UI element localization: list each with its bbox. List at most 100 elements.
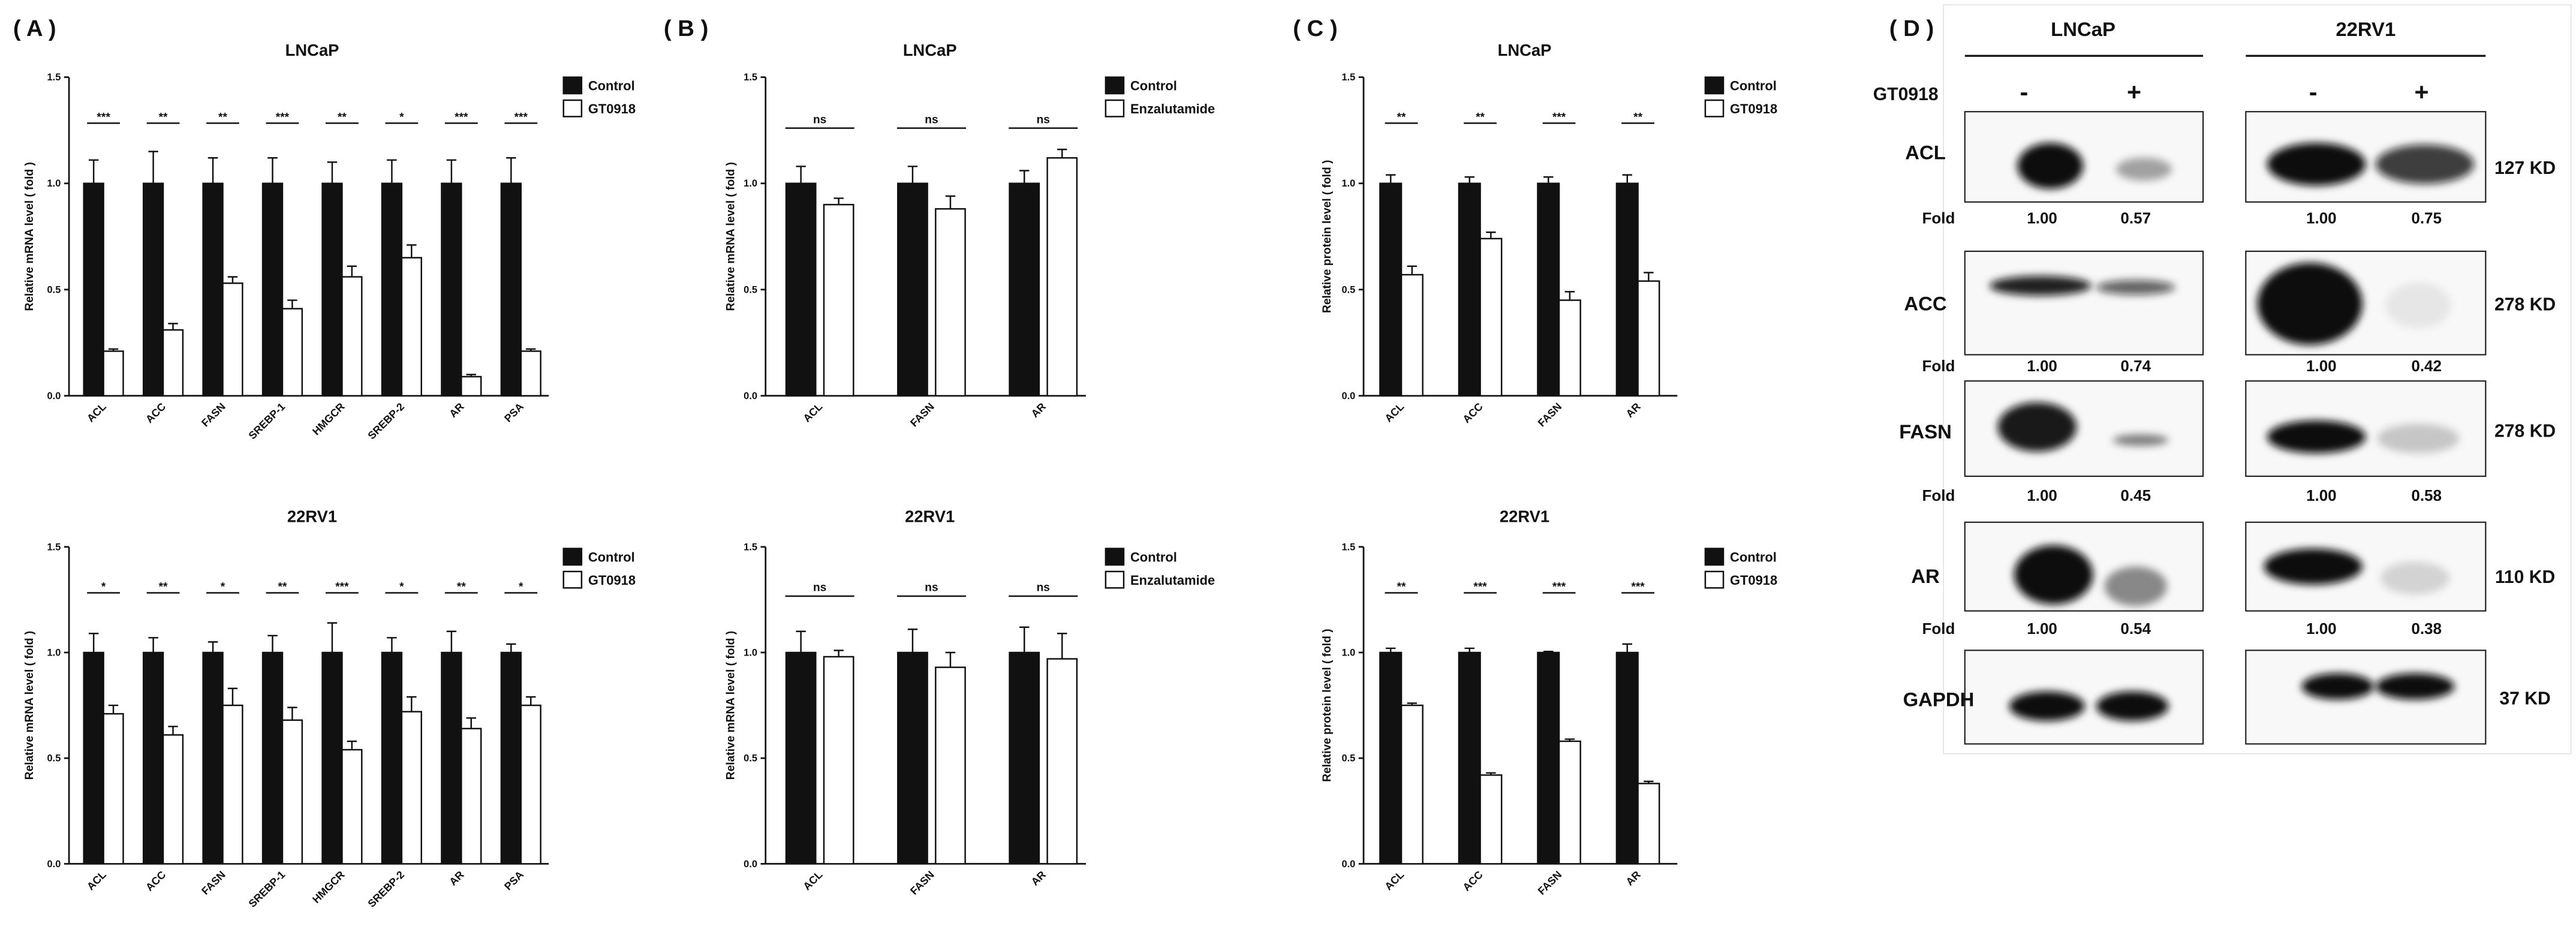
bar-control — [500, 182, 522, 397]
bar-gt0918 — [401, 711, 422, 865]
bar-control — [202, 182, 224, 397]
blot-fold-value: 1.00 — [2027, 357, 2057, 375]
y-tick-label: 0.5 — [47, 753, 61, 764]
bar-gt0918 — [1400, 273, 1424, 397]
bar-gt0918 — [1558, 740, 1581, 865]
blot-molecular-weight-label: 278 KD — [2494, 295, 2556, 315]
chart-a-lncap: 0.0 0.5 1.0 1.5 Relative mRNA level ( fold )… — [23, 41, 636, 441]
y-axis-label: Relative protein level ( fold ) — [1321, 160, 1334, 313]
chart-title: LNCaP — [285, 41, 339, 59]
bar-gt0918 — [222, 282, 243, 397]
legend-swatch — [1704, 570, 1725, 589]
y-tick-label: 0.0 — [1341, 390, 1355, 401]
blot-band — [2017, 143, 2084, 189]
legend-label: Control — [588, 549, 635, 564]
significance-label: ** — [1397, 581, 1406, 593]
blot-protein-label: ACL — [1905, 142, 1946, 164]
y-axis-label: Relative protein level ( fold ) — [1321, 629, 1334, 781]
bar-gt0918 — [461, 375, 482, 397]
blot-band — [2112, 434, 2169, 446]
legend-swatch — [1105, 76, 1125, 95]
blot-fold-value: 1.00 — [2027, 620, 2057, 638]
y-tick-label: 1.0 — [47, 178, 61, 189]
bar-gt0918 — [341, 276, 363, 397]
legend-label: Control — [1130, 549, 1177, 564]
legend-swatch — [562, 99, 583, 118]
legend-label: Control — [1730, 549, 1777, 564]
significance-label: ** — [1633, 111, 1642, 124]
y-tick-label: 1.5 — [1341, 542, 1355, 552]
bar-control — [142, 651, 164, 865]
y-tick-label: 1.0 — [744, 178, 757, 189]
y-axis-label: Relative mRNA level ( fold ) — [725, 631, 738, 780]
chart-title: 22RV1 — [1500, 507, 1549, 526]
significance-label: * — [399, 581, 404, 593]
significance-label: ns — [925, 582, 938, 594]
blot-lane-sign: + — [2414, 78, 2428, 106]
blot-band — [2267, 143, 2366, 186]
bar-control — [1615, 182, 1639, 397]
bar-gt0918 — [520, 704, 541, 865]
blot-fold-label: Fold — [1922, 209, 1955, 227]
significance-label: ** — [159, 581, 168, 593]
significance-label: ns — [1037, 113, 1050, 126]
bar-enzalutamide — [935, 208, 966, 397]
legend-swatch — [1704, 76, 1725, 95]
bar-gt0918 — [281, 719, 303, 865]
blot-treatment-label: GT0918 — [1873, 85, 1939, 104]
legend-label: GT0918 — [1730, 101, 1777, 116]
bar-gt0918 — [1479, 237, 1503, 397]
blot-fold-value: 0.75 — [2411, 209, 2442, 227]
blot-lane-sign: - — [2309, 78, 2318, 106]
chart-b-22rv1: 0.0 0.5 1.0 1.5 Relative mRNA level ( fold )… — [725, 507, 1215, 897]
blot-frame — [1943, 4, 2572, 754]
panel-label-b: ( B ) — [664, 16, 709, 41]
bar-gt0918 — [401, 257, 422, 397]
blot-band — [2380, 561, 2450, 595]
significance-label: * — [399, 111, 404, 124]
blot-band — [2257, 263, 2363, 345]
significance-label: *** — [1473, 581, 1487, 593]
bar-control — [83, 651, 104, 865]
bar-gt0918 — [162, 734, 184, 865]
blot-fold-value: 0.45 — [2120, 486, 2151, 504]
bar-gt0918 — [1637, 280, 1660, 397]
bar-gt0918 — [281, 308, 303, 397]
blot-fold-value: 1.00 — [2027, 486, 2057, 504]
y-tick-label: 0.0 — [744, 390, 757, 401]
blot-fold-value: 1.00 — [2306, 620, 2337, 638]
blot-fold-value: 0.74 — [2120, 357, 2151, 375]
blot-band — [2014, 545, 2093, 605]
significance-label: ** — [338, 111, 347, 124]
bar-enzalutamide — [823, 203, 854, 397]
blot-molecular-weight-label: 278 KD — [2494, 421, 2556, 441]
western-blot: LNCaP - +22RV1 - + GT0918 ACL 127 KD Fold 1.00 0.5… — [1873, 4, 2572, 754]
blot-band — [2009, 691, 2085, 721]
y-axis-label: Relative mRNA level ( fold ) — [23, 162, 36, 311]
bar-control — [261, 651, 284, 865]
significance-label: ** — [457, 581, 466, 593]
bar-control — [1537, 182, 1560, 397]
blot-protein-label: FASN — [1899, 420, 1952, 443]
significance-label: *** — [276, 111, 290, 124]
blot-band — [2264, 548, 2363, 585]
y-tick-label: 0.0 — [47, 859, 61, 870]
bar-gt0918 — [341, 748, 363, 865]
bar-enzalutamide — [1046, 157, 1078, 397]
blot-band — [1997, 402, 2077, 452]
y-tick-label: 1.0 — [47, 647, 61, 658]
significance-label: ns — [1037, 582, 1050, 594]
bar-control — [261, 182, 284, 397]
bar-enzalutamide — [935, 666, 966, 865]
bar-gt0918 — [1637, 783, 1660, 865]
bar-control — [1379, 651, 1403, 865]
significance-label: * — [519, 581, 523, 593]
y-tick-label: 0.0 — [1341, 859, 1355, 870]
bar-control — [1458, 651, 1481, 865]
bar-control — [381, 182, 403, 397]
legend-label: Enzalutamide — [1130, 101, 1215, 116]
blot-band — [2375, 144, 2475, 184]
y-axis-label: Relative mRNA level ( fold ) — [23, 631, 36, 780]
blot-fold-value: 1.00 — [2306, 486, 2337, 504]
